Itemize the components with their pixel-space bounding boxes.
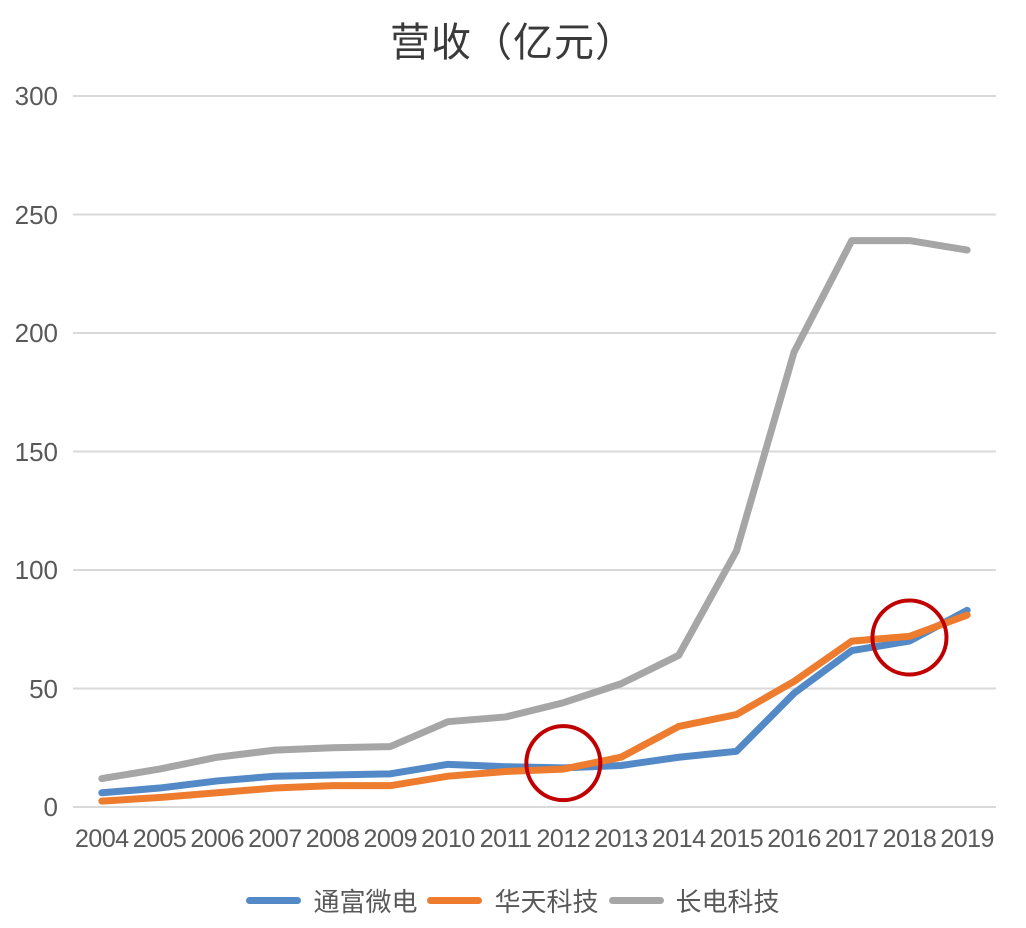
y-tick-label-0: 0 [43, 792, 58, 822]
x-tick-label-2018: 2018 [882, 825, 937, 853]
x-tick-label-2015: 2015 [709, 825, 764, 853]
legend-item-1: 华天科技 [427, 882, 599, 919]
annotation-circles [524, 598, 949, 803]
y-tick-label-250: 250 [14, 199, 58, 230]
series-line-2 [98, 237, 971, 783]
annotation-circle-2012 [524, 724, 603, 803]
x-tick-label-2006: 2006 [190, 825, 245, 853]
x-tick-label-2014: 2014 [651, 825, 706, 853]
legend-item-0: 通富微电 [246, 882, 417, 919]
gridlines [73, 95, 996, 808]
legend-swatch-icon [427, 897, 483, 904]
x-tick-label-2008: 2008 [305, 825, 360, 853]
series-line-1 [98, 611, 971, 805]
series-lines [98, 237, 971, 805]
annotation-circle-2018 [870, 598, 949, 677]
x-tick-label-2009: 2009 [363, 825, 418, 853]
legend-swatch-icon [608, 897, 664, 904]
x-tick-label-2007: 2007 [248, 825, 302, 853]
y-tick-label-150: 150 [14, 436, 58, 467]
y-tick-label-200: 200 [14, 318, 58, 348]
y-tick-label-100: 100 [14, 555, 58, 585]
legend-label-1: 华天科技 [494, 887, 599, 917]
x-tick-label-2011: 2011 [479, 825, 532, 853]
x-tick-label-2013: 2013 [594, 825, 648, 853]
legend-label-2: 长电科技 [675, 887, 780, 917]
series-line-0 [98, 606, 971, 797]
x-tick-label-2005: 2005 [132, 825, 187, 853]
legend: 通富微电 华天科技 长电科技 [0, 882, 1026, 919]
x-tick-label-2004: 2004 [75, 825, 129, 853]
y-tick-label-300: 300 [14, 81, 58, 111]
chart-title: 营收（亿元） [390, 20, 636, 65]
legend-label-0: 通富微电 [313, 887, 418, 917]
x-tick-label-2019: 2019 [940, 825, 994, 853]
x-tick-label-2010: 2010 [421, 825, 475, 853]
x-tick-label-2017: 2017 [824, 825, 879, 853]
x-tick-label-2016: 2016 [767, 825, 821, 853]
y-tick-label-50: 50 [29, 673, 58, 704]
legend-swatch-icon [246, 897, 302, 904]
legend-item-2: 长电科技 [608, 882, 780, 919]
x-tick-label-2012: 2012 [536, 825, 591, 853]
